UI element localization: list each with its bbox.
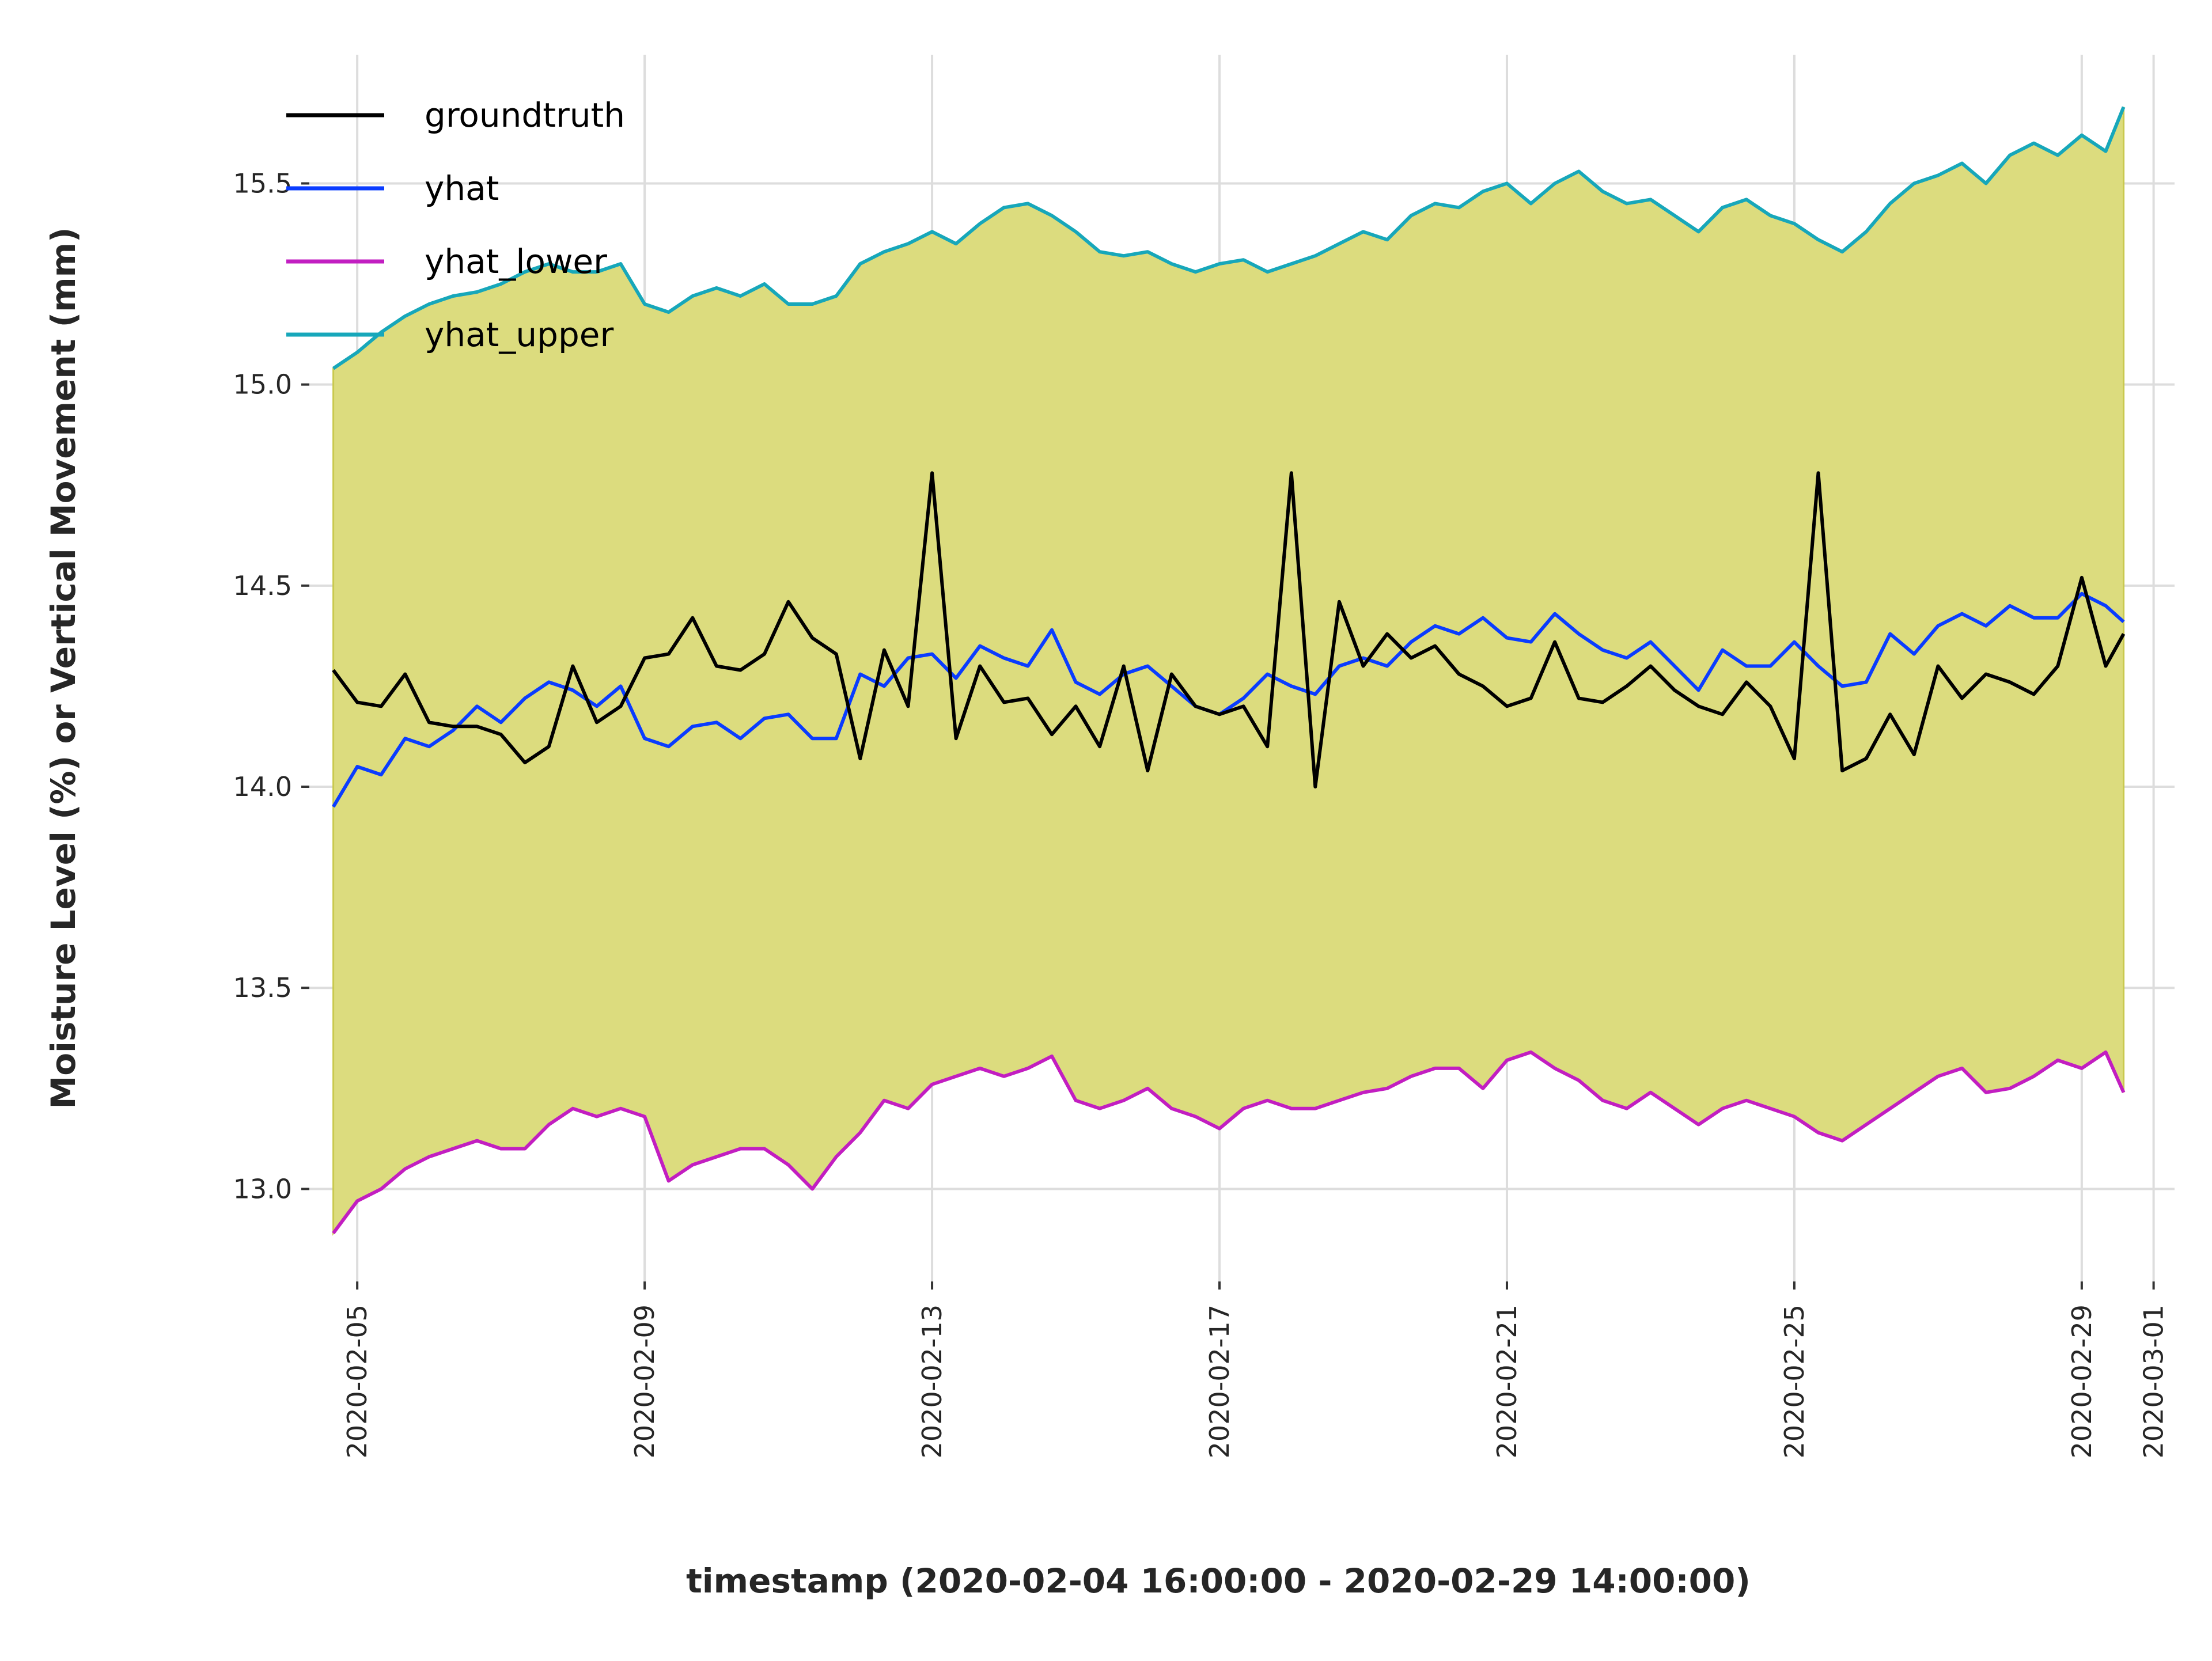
x-tick-label: 2020-02-29	[2066, 1304, 2097, 1458]
x-tick-label: 2020-02-05	[342, 1304, 373, 1458]
x-tick-label: 2020-02-09	[629, 1304, 660, 1458]
legend-label: yhat	[425, 169, 499, 208]
y-tick-label: 13.0	[233, 1173, 292, 1204]
series-layer	[332, 106, 2126, 1234]
x-tick-label: 2020-02-21	[1491, 1304, 1522, 1458]
y-tick-label: 14.0	[233, 771, 292, 802]
x-tick-label: 2020-02-13	[916, 1304, 948, 1458]
series-line-yhat-upper	[332, 106, 2126, 370]
y-tick-label: 14.5	[233, 570, 292, 601]
series-line-yhat	[332, 591, 2125, 808]
series-line-yhat-lower	[332, 1050, 2126, 1234]
series-line-groundtruth	[332, 471, 2126, 788]
legend-label: yhat_upper	[425, 315, 613, 354]
x-tick-label: 2020-02-25	[1779, 1304, 1810, 1458]
x-tick-label: 2020-02-17	[1204, 1304, 1235, 1458]
y-tick-label: 15.5	[233, 168, 292, 199]
x-tick-labels: 2020-02-05 2020-02-09 2020-02-13 2020-02-17…	[342, 1281, 2169, 1458]
y-axis-title: Moisture Level (%) or Vertical Movement …	[44, 227, 83, 1109]
legend: groundtruth yhat yhat_lower yhat_upper	[286, 96, 625, 354]
y-tick-labels: 13.0 13.5 14.0 14.5 15.0 15.5	[233, 168, 309, 1204]
x-axis-title: timestamp (2020-02-04 16:00:00 - 2020-02…	[686, 1561, 1751, 1601]
x-tick-label: 2020-03-01	[2138, 1304, 2169, 1458]
y-tick-label: 13.5	[233, 972, 292, 1003]
legend-label: yhat_lower	[425, 242, 607, 281]
legend-label: groundtruth	[425, 96, 625, 135]
y-tick-label: 15.0	[233, 369, 292, 400]
